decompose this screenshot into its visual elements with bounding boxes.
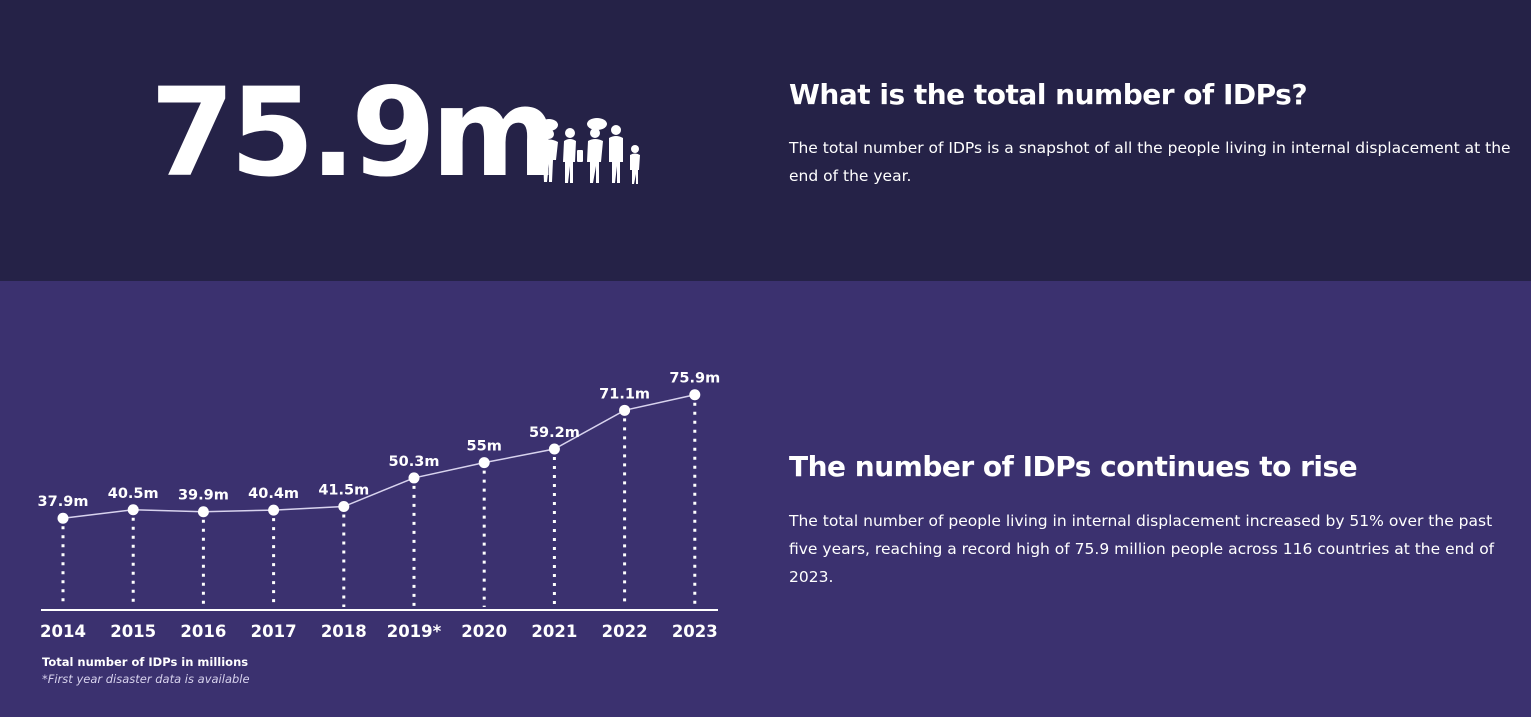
x-tick-label-2015: 2015 — [110, 622, 156, 641]
series-line — [62, 393, 695, 519]
data-label-2018: 41.5m — [318, 483, 369, 499]
data-label-2017: 40.4m — [248, 486, 299, 502]
chart-caption: Total number of IDPs in millions — [42, 655, 249, 669]
data-label-2014: 37.9m — [38, 494, 89, 510]
data-label-2022: 71.1m — [599, 386, 650, 402]
total-idps-number: 75.9m — [150, 62, 558, 204]
chart-panel — [0, 281, 1531, 717]
x-tick-label-2023: 2023 — [672, 622, 718, 641]
rise-description: The total number of people living in int… — [789, 512, 1495, 586]
data-point-2018 — [338, 501, 350, 513]
data-point-2019 — [408, 472, 420, 484]
x-tick-label-2019: 2019* — [387, 622, 442, 641]
data-label-2020: 55m — [467, 439, 502, 455]
data-point-2016 — [197, 506, 209, 518]
total-idps-heading: What is the total number of IDPs? — [789, 78, 1308, 111]
data-point-2020 — [478, 457, 490, 469]
data-label-2023: 75.9m — [669, 371, 720, 387]
x-tick-label-2016: 2016 — [180, 622, 226, 641]
x-tick-label-2020: 2020 — [461, 622, 507, 641]
total-idps-description: The total number of IDPs is a snapshot o… — [789, 139, 1511, 185]
x-tick-label-2018: 2018 — [321, 622, 367, 641]
data-point-2015 — [127, 504, 139, 516]
data-point-2023 — [689, 389, 701, 401]
idps-line-chart: 37.9m 2014 40.5m 2015 39.9m 2016 40.4m 2017 41.5… — [38, 371, 721, 641]
x-tick-label-2021: 2021 — [531, 622, 577, 641]
data-point-2014 — [57, 512, 69, 524]
data-point-2017 — [268, 504, 280, 516]
data-label-2019: 50.3m — [389, 454, 440, 470]
data-point-2022 — [619, 404, 631, 416]
data-label-2015: 40.5m — [108, 486, 159, 502]
x-tick-label-2014: 2014 — [40, 622, 86, 641]
family-silhouettes-icon — [533, 118, 640, 184]
x-tick-label-2017: 2017 — [251, 622, 297, 641]
summary-banner — [0, 0, 1531, 281]
x-tick-label-2022: 2022 — [602, 622, 648, 641]
data-label-2016: 39.9m — [178, 488, 229, 504]
data-point-2021 — [548, 443, 560, 455]
data-label-2021: 59.2m — [529, 425, 580, 441]
chart-footnote: *First year disaster data is available — [42, 672, 250, 686]
rise-heading: The number of IDPs continues to rise — [789, 450, 1358, 483]
